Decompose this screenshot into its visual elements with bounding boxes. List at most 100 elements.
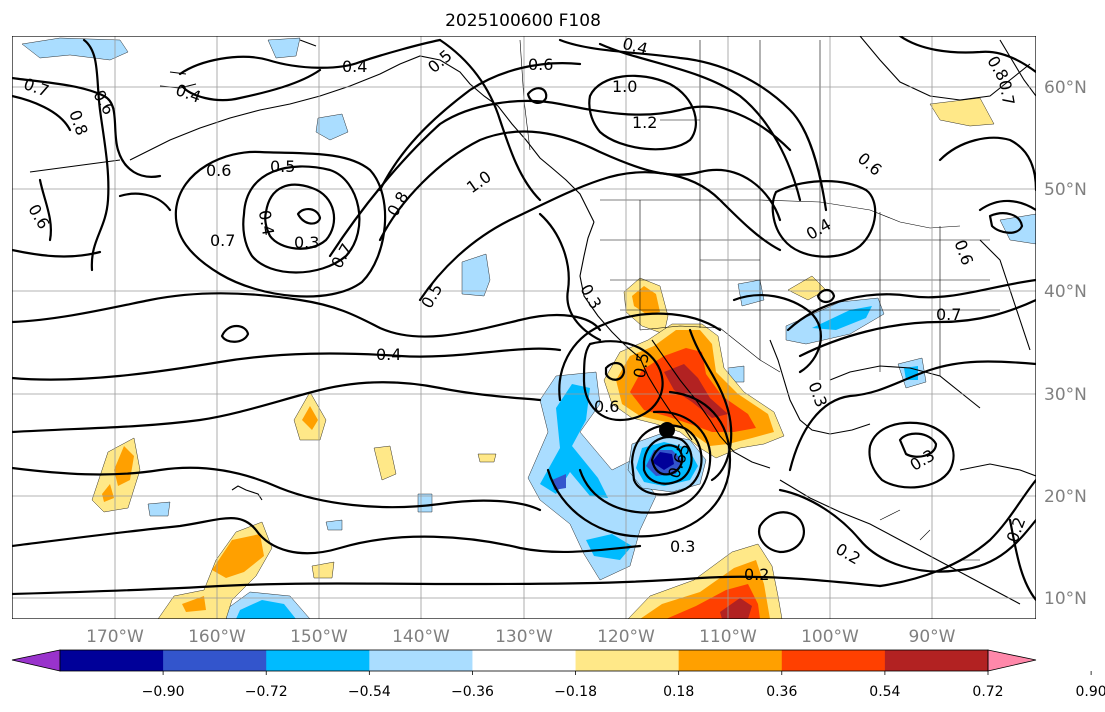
shade-pale-blue-nw — [21, 37, 129, 61]
contour-11 — [264, 183, 336, 250]
shade-sky-south — [236, 600, 296, 619]
colorbar-tick-label: −0.54 — [348, 684, 391, 700]
shade-yellow-e — [477, 453, 497, 463]
shade-orange-sw — [212, 534, 264, 578]
contour-label: 0.4 — [376, 345, 401, 364]
lon-label: 150°W — [290, 627, 348, 647]
colorbar-swatch — [884, 650, 989, 671]
contour-45 — [878, 478, 1036, 588]
colorbar-swatch — [678, 650, 783, 671]
contour-label: 1.2 — [632, 113, 657, 132]
contour-28 — [604, 362, 626, 381]
longitude-labels: 170°W 160°W 150°W 140°W 130°W 120°W 110°… — [86, 627, 956, 647]
lat-label: 30°N — [1044, 385, 1087, 405]
shade-yellow-hudson — [929, 97, 995, 127]
contour-label: 0.2 — [744, 565, 769, 584]
contour-32 — [630, 424, 703, 496]
coast-gulf — [829, 365, 981, 409]
contour-51 — [12, 94, 72, 132]
contour-30 — [546, 390, 732, 538]
contour-label: 0.7 — [936, 305, 961, 324]
contour-27 — [582, 340, 664, 422]
contour-42 — [898, 432, 938, 458]
shade-pale-blue-g — [417, 493, 433, 513]
lon-label: 90°W — [909, 627, 956, 647]
contour-12 — [242, 165, 361, 274]
contour-54 — [118, 192, 172, 212]
coast-gulf-california — [651, 339, 771, 469]
colorbar-swatch — [60, 650, 164, 671]
contour-44 — [778, 488, 1036, 573]
map-panel: 0.4 0.5 0.6 0.4 1.0 1.2 0.8 0.7 0.7 0.8 … — [12, 36, 1036, 619]
border-us-mexico — [639, 325, 781, 373]
coast-cuba — [959, 463, 1036, 477]
contour-label: 0.6 — [594, 397, 619, 416]
lat-label: 20°N — [1044, 487, 1087, 507]
contour-18 — [418, 171, 782, 302]
lon-label: 100°W — [801, 627, 859, 647]
contour-21 — [558, 38, 828, 212]
shade-pale-blue-f — [147, 501, 171, 517]
coast-central-am — [779, 479, 1021, 605]
contour-2 — [82, 38, 110, 272]
shade-pale-blue-h — [325, 519, 343, 531]
shade-yellow-d — [373, 445, 397, 481]
lat-label: 50°N — [1044, 180, 1087, 200]
contour-label: 0.6 — [206, 161, 231, 180]
colorbar-swatch — [472, 650, 577, 671]
contour-33 — [642, 435, 693, 485]
shade-pale-blue-gulf — [315, 113, 349, 141]
contour-53 — [12, 248, 102, 258]
latitude-labels: 60°N 50°N 40°N 30°N 20°N 10°N — [1044, 78, 1087, 609]
contour-3 — [178, 38, 442, 76]
contour-22 — [598, 42, 802, 202]
colorbar-over-arrow — [987, 649, 1037, 672]
colorbar-tick-label: 0.90 — [1076, 684, 1105, 700]
contour-label: 0.4 — [342, 57, 367, 76]
contour-37 — [786, 278, 1036, 332]
contour-4 — [180, 68, 322, 102]
contour-6 — [12, 347, 562, 381]
lon-label: 160°W — [188, 627, 246, 647]
contour-23 — [588, 74, 698, 151]
storm-center-marker — [659, 422, 675, 438]
lon-label: 130°W — [495, 627, 553, 647]
colorbar-swatch — [163, 650, 267, 671]
contour-48 — [898, 36, 1036, 74]
contour-52 — [38, 178, 52, 242]
contour-50 — [988, 212, 1024, 234]
lon-label: 120°W — [597, 627, 655, 647]
contour-8 — [12, 466, 542, 512]
colorbar-tick-label: 0.36 — [766, 684, 797, 700]
contour-label: 0.7 — [995, 79, 1018, 107]
colorbar-swatch — [781, 650, 886, 671]
colorbar-swatches — [60, 650, 989, 671]
colorbar-tick-label: −0.18 — [554, 684, 597, 700]
coast-baja — [639, 357, 693, 441]
lat-label: 10°N — [1044, 589, 1087, 609]
contour-49 — [978, 199, 1036, 212]
contour-9 — [12, 517, 642, 555]
lon-label: 110°W — [699, 627, 757, 647]
coast-mexico-east — [769, 339, 871, 435]
shade-darkred-mexico — [664, 364, 728, 418]
shade-orange-b — [302, 406, 318, 430]
contour-40 — [788, 360, 1036, 472]
shade-orange-c2 — [102, 484, 114, 502]
colorbar: −0.90 −0.72 −0.54 −0.36 −0.18 0.18 0.36 0.54 0.7… — [11, 649, 1105, 700]
contour-13 — [174, 150, 387, 298]
contour-25 — [771, 180, 877, 258]
coast-east — [979, 239, 1031, 351]
contour-39 — [816, 288, 836, 304]
contour-20 — [438, 38, 542, 202]
colorbar-tick-label: 0.72 — [972, 684, 1003, 700]
colorbar-ticks: −0.90 −0.72 −0.54 −0.36 −0.18 0.18 0.36 0.54 0.7… — [142, 671, 1105, 700]
contour-14 — [296, 208, 322, 225]
shade-sky-baja-s — [586, 534, 632, 560]
contour-label: 0.6 — [528, 55, 553, 74]
contour-label: 0.3 — [670, 537, 695, 556]
colorbar-under-arrow — [11, 649, 61, 672]
colorbar-swatch — [369, 650, 473, 671]
contour-7 — [12, 381, 542, 434]
lat-label: 60°N — [1044, 78, 1087, 98]
